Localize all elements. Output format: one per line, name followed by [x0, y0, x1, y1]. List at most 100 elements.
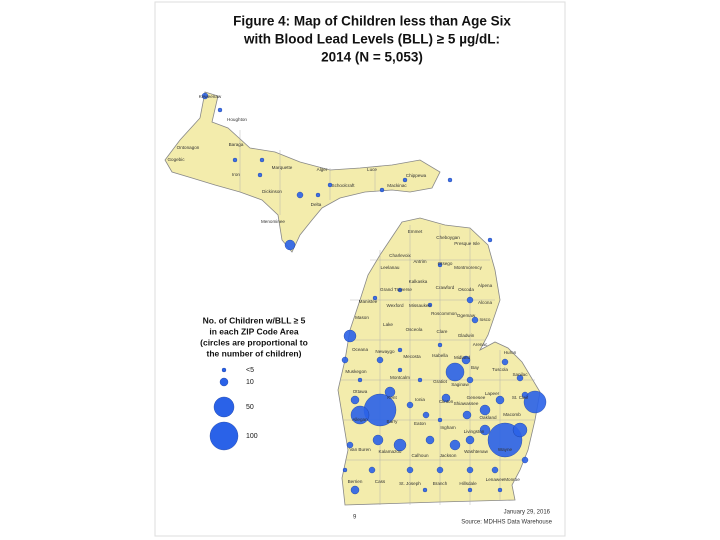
zip-circle — [350, 395, 360, 405]
county-label: Schoolcraft — [332, 183, 356, 188]
county-label: Saginaw — [451, 382, 469, 387]
county-label: Antrim — [413, 259, 426, 264]
zip-circle — [384, 386, 396, 398]
legend-label: <5 — [246, 367, 254, 374]
zip-circle — [201, 92, 209, 100]
county-label: Roscommon — [431, 311, 457, 316]
county-label: Manistee — [359, 299, 378, 304]
county-label: Iosco — [480, 317, 491, 322]
zip-circle — [495, 395, 505, 405]
county-label: Washtenaw — [464, 449, 489, 454]
county-label: Mecosta — [403, 354, 421, 359]
county-label: Van Buren — [349, 447, 371, 452]
page-number: 9 — [353, 515, 357, 521]
zip-circle — [441, 393, 451, 403]
county-label: Houghton — [227, 117, 247, 122]
county-label: Ontonagon — [177, 145, 200, 150]
zip-circle — [346, 441, 354, 449]
zip-circle — [466, 466, 474, 474]
county-label: Cass — [375, 479, 386, 484]
county-label: Montmorency — [454, 265, 483, 270]
county-label: Barry — [387, 419, 399, 424]
county-label: Gogebic — [167, 157, 185, 162]
county-label: Huron — [504, 350, 517, 355]
zip-circle — [259, 157, 265, 163]
county-label: Gladwin — [458, 333, 475, 338]
zip-circle — [487, 237, 493, 243]
county-label: Lenawee — [486, 477, 505, 482]
zip-circle — [466, 296, 474, 304]
county-label: Oceana — [352, 347, 369, 352]
zip-circle — [422, 411, 430, 419]
county-label: Leelanau — [381, 265, 400, 270]
zip-circle — [471, 316, 479, 324]
county-label: St. Clair — [512, 395, 529, 400]
title-line: with Blood Lead Levels (BLL) ≥ 5 µg/dL: — [243, 32, 500, 47]
zip-circle — [449, 439, 461, 451]
county-label: Monroe — [504, 477, 520, 482]
zip-circle — [257, 172, 263, 178]
zip-circle — [512, 422, 528, 438]
zip-circle — [327, 182, 333, 188]
county-label: Montcalm — [390, 375, 410, 380]
county-label: Clare — [437, 329, 448, 334]
county-label: Gratiot — [433, 379, 448, 384]
zip-circle — [397, 287, 403, 293]
zip-circle — [406, 466, 414, 474]
legend-title-line: in each ZIP Code Area — [209, 326, 299, 336]
zip-circle — [341, 356, 349, 364]
county-label: Wexford — [386, 303, 403, 308]
county-label: Midland — [454, 355, 471, 360]
zip-circle — [521, 456, 529, 464]
county-label: Luce — [367, 167, 377, 172]
zip-circle — [521, 391, 529, 399]
legend-label: 50 — [246, 404, 254, 411]
county-label: Isabella — [432, 353, 448, 358]
zip-circle — [462, 410, 472, 420]
county-label: Alger — [317, 167, 328, 172]
legend-title-line: the number of children) — [207, 348, 302, 358]
zip-circle — [217, 107, 223, 113]
zip-circle — [497, 487, 503, 493]
zip-circle — [501, 358, 509, 366]
zip-circle — [479, 424, 491, 436]
zip-circle — [393, 438, 407, 452]
county-label: Wayne — [498, 447, 513, 452]
zip-circle — [343, 329, 357, 343]
legend-title-line: (circles are proportional to — [200, 337, 308, 347]
county-label: Branch — [433, 481, 448, 486]
county-label: Newaygo — [375, 349, 395, 354]
county-label: Tuscola — [492, 367, 508, 372]
county-label: Ingham — [440, 425, 455, 430]
county-lines — [239, 130, 535, 505]
county-label: Kalkaska — [409, 279, 428, 284]
county-label: Genesee — [467, 395, 486, 400]
zip-circle — [479, 404, 491, 416]
zip-circle — [436, 466, 444, 474]
county-label: Lake — [383, 322, 393, 327]
county-label: Missaukee — [409, 303, 431, 308]
county-label: Eaton — [414, 421, 426, 426]
county-label: Ogemaw — [457, 313, 476, 318]
county-label: Mackinac — [387, 183, 407, 188]
zip-circle — [437, 262, 443, 268]
county-label: Mason — [355, 315, 369, 320]
county-label: Ionia — [415, 397, 425, 402]
zip-circle — [357, 377, 363, 383]
legend-label: 100 — [246, 433, 258, 440]
title-line: 2014 (N = 5,053) — [321, 50, 423, 65]
county-label: Osceola — [406, 327, 423, 332]
zip-circle — [465, 435, 475, 445]
legend-symbol — [219, 377, 229, 387]
county-label: Kalamazoo — [379, 449, 402, 454]
zip-circle — [422, 487, 428, 493]
county-label: Macomb — [503, 412, 521, 417]
county-label: Jackson — [440, 453, 457, 458]
zip-circle — [437, 417, 443, 423]
county-label: Baraga — [229, 142, 244, 147]
legend-symbol — [209, 421, 239, 451]
zip-circle — [376, 356, 384, 364]
zip-circle — [232, 157, 238, 163]
zip-circle — [368, 466, 376, 474]
